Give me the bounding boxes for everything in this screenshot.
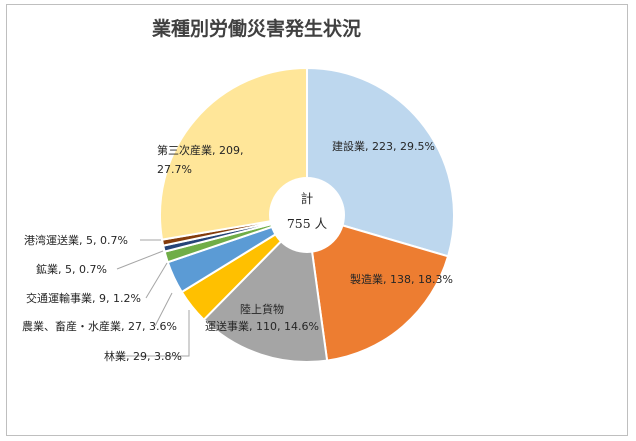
leader-line-4 bbox=[115, 310, 190, 357]
leader-line-6 bbox=[145, 262, 168, 299]
pie-center-hole bbox=[269, 177, 345, 253]
data-label-1: 建設業, 223, 29.5% bbox=[332, 139, 435, 153]
center-label-title: 計 bbox=[301, 191, 314, 206]
data-label-2: 製造業, 138, 18.3% bbox=[350, 272, 453, 286]
data-label-9-line-2: 27.7% bbox=[157, 163, 192, 176]
data-label-3-line-2: 運送事業, 110, 14.6% bbox=[205, 319, 319, 333]
data-label-6: 交通運輸事業, 9, 1.2% bbox=[26, 291, 141, 305]
chart-title: 業種別労働災害発生状況 bbox=[152, 18, 362, 40]
pie-slice-2 bbox=[305, 213, 450, 362]
leader-line-5 bbox=[154, 292, 173, 327]
data-label-8: 港湾運送業, 5, 0.7% bbox=[24, 233, 128, 247]
data-label-3-line-1: 陸上貨物 bbox=[240, 302, 284, 316]
center-label-total: 755 人 bbox=[287, 216, 328, 231]
pie-slice-3 bbox=[202, 212, 329, 364]
data-label-7: 鉱業, 5, 0.7% bbox=[36, 262, 107, 276]
data-label-5: 農業、畜産・水産業, 27, 3.6% bbox=[22, 319, 177, 333]
leader-line-7 bbox=[116, 250, 164, 270]
pie-slice-9 bbox=[159, 66, 308, 241]
data-label-4: 林業, 29, 3.8% bbox=[104, 349, 182, 363]
data-label-9-line-1: 第三次産業, 209, bbox=[157, 143, 244, 157]
